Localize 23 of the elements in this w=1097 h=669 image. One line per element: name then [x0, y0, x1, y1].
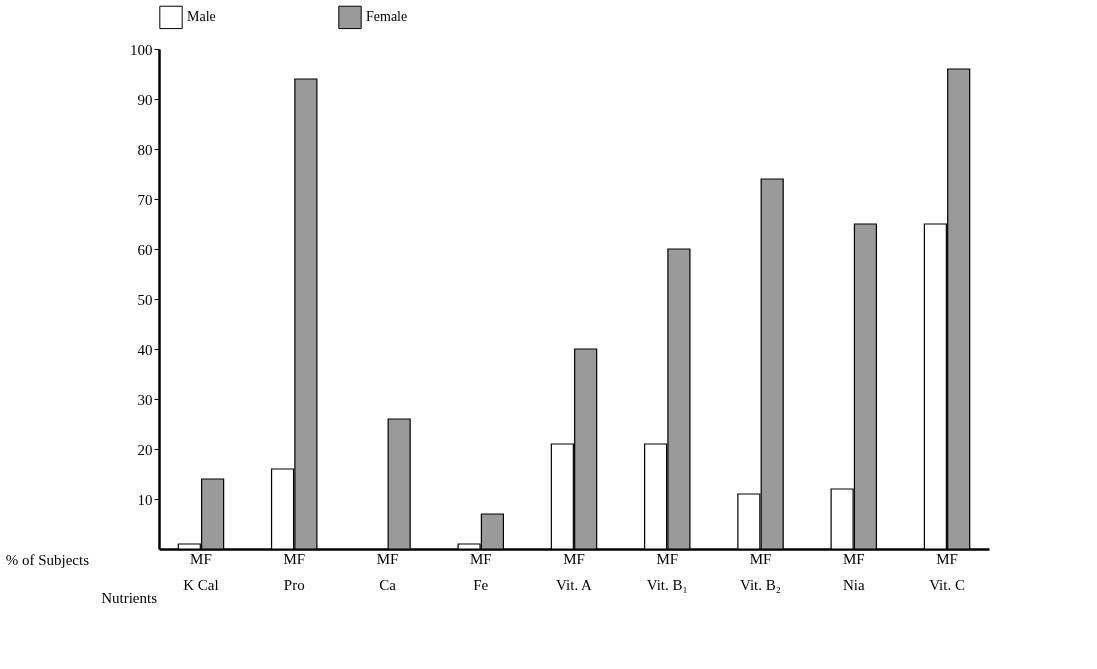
- x-tick-label: MF Pro: [283, 550, 306, 593]
- x-tick-label: MF Vit. C: [929, 550, 965, 593]
- y-tick-label: 100: [130, 41, 153, 58]
- y-tick-label: 60: [137, 241, 153, 258]
- x-tick-label: MF Vit. A: [556, 550, 593, 593]
- y-tick-label: 50: [137, 291, 153, 308]
- legend-label: Female: [366, 9, 408, 25]
- x-tick-label: MF K Cal: [183, 550, 219, 593]
- y-tick-label: 90: [137, 91, 153, 108]
- x-tick-label: MF Vit. B₁: [646, 550, 688, 593]
- x-axis-title: Nutrients: [101, 590, 158, 606]
- y-tick-label: 20: [137, 441, 153, 458]
- y-tick-label: 10: [137, 491, 153, 508]
- y-axis-title: % of Subjects: [5, 552, 90, 568]
- y-tick-label: 80: [137, 141, 153, 158]
- y-tick-label: 40: [137, 341, 153, 358]
- x-tick-label: MF Nia: [842, 550, 865, 593]
- x-tick-label: MF Vit. B₂: [740, 550, 782, 593]
- y-tick-label: 30: [137, 391, 153, 408]
- x-tick-label: MF Fe: [469, 550, 492, 593]
- y-tick-label: 70: [137, 191, 153, 208]
- x-tick-label: MF Ca: [376, 550, 399, 593]
- legend-label: Male: [187, 9, 216, 25]
